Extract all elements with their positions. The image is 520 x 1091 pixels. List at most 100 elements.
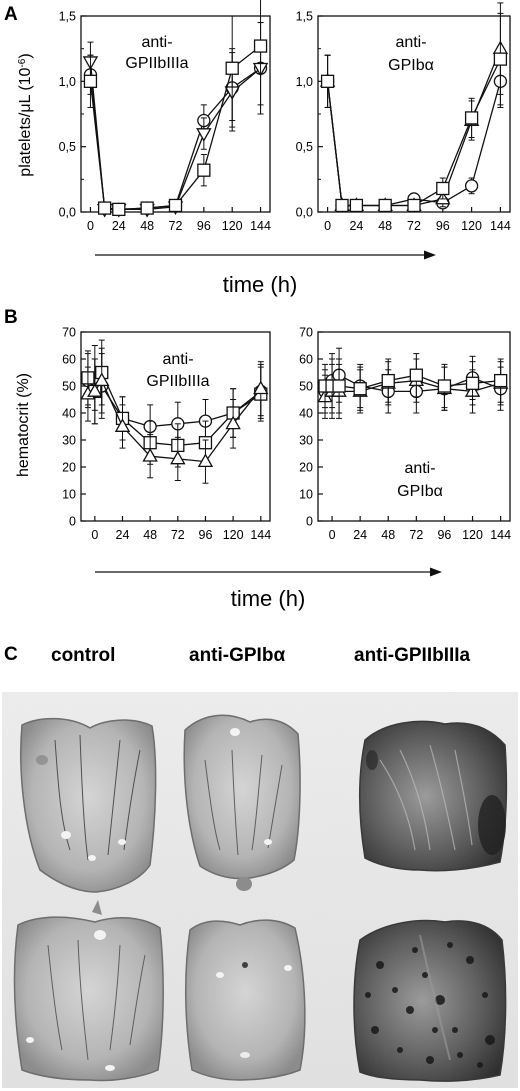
x-tick-label: 72 — [171, 528, 185, 542]
y-axis-label-hematocrit: hematocrit (%) — [15, 373, 32, 477]
y-tick-label: 0,5 — [59, 140, 76, 154]
series-triangle-down — [82, 22, 269, 218]
panel-label-c: C — [4, 644, 18, 665]
x-tick-label: 144 — [250, 219, 271, 233]
data-point — [197, 163, 211, 177]
data-point — [493, 373, 508, 388]
chart-a-anti-gpiba: 0,0 0,5 1,0 1,5 0 24 48 72 96 120 144 anti- GPIbα — [296, 2, 511, 233]
chart-annotation: GPIbα — [388, 57, 434, 74]
series-circle — [83, 22, 268, 217]
data-point — [409, 368, 423, 382]
x-tick-label: 120 — [223, 528, 244, 542]
data-point — [464, 179, 479, 193]
chart-annotation: anti- — [162, 351, 193, 368]
chart-annotation: anti- — [395, 34, 426, 51]
x-tick-label: 0 — [87, 219, 94, 233]
x-tick-label: 24 — [349, 219, 363, 233]
y-tick-label: 1,0 — [296, 75, 313, 89]
data-point — [170, 450, 186, 465]
photo-label-anti-gpiba: anti-GPIbα — [189, 645, 285, 666]
data-point — [94, 372, 110, 387]
panel-label-a: A — [4, 4, 18, 25]
y-tick-label: 1,0 — [59, 75, 76, 89]
y-tick-label: 20 — [62, 461, 76, 475]
series-square — [318, 353, 508, 414]
data-point — [335, 198, 349, 213]
x-tick-label: 144 — [490, 219, 511, 233]
data-point — [407, 198, 421, 213]
data-point — [437, 379, 452, 393]
x-tick-label: 96 — [199, 528, 213, 542]
x-tick-label: 72 — [409, 528, 423, 542]
time-arrow-a — [95, 250, 436, 260]
y-tick-label: 0 — [69, 515, 76, 529]
data-point — [464, 111, 479, 125]
time-arrow-b — [95, 567, 442, 577]
plot-frame — [317, 331, 511, 522]
plot-frame — [80, 331, 271, 522]
photo-label-control: control — [51, 645, 115, 666]
chart-annotation: GPIbα — [397, 483, 443, 500]
data-point — [225, 61, 239, 75]
x-tick-label: 96 — [436, 219, 450, 233]
y-tick-label: 50 — [62, 380, 76, 394]
x-tick-label: 48 — [143, 528, 157, 542]
photo-label-anti-gpiibiiia: anti-GPIIbIIIa — [354, 645, 471, 666]
y-tick-label: 0,5 — [296, 140, 313, 154]
y-tick-label: 1,5 — [59, 10, 76, 24]
x-tick-label: 144 — [490, 528, 511, 542]
y-tick-label: 20 — [299, 461, 313, 475]
x-tick-label: 144 — [250, 528, 271, 542]
chart-b-anti-gpiba: 0 10 20 30 40 50 60 70 0 24 48 72 96 120 144 anti- GPIbα — [299, 326, 511, 543]
data-point — [140, 201, 154, 215]
series-circle — [320, 54, 508, 213]
x-tick-label: 96 — [437, 528, 451, 542]
y-tick-label: 1,5 — [296, 10, 313, 24]
data-point — [225, 415, 241, 430]
data-point — [320, 74, 335, 88]
data-point — [196, 128, 212, 142]
x-tick-label: 72 — [169, 219, 183, 233]
series-triangle-up — [80, 347, 269, 484]
y-tick-label: 60 — [299, 353, 313, 367]
data-point — [253, 380, 269, 395]
x-tick-label: 24 — [353, 528, 367, 542]
data-point — [97, 201, 112, 215]
plot-frame — [80, 15, 271, 213]
y-tick-label: 50 — [299, 380, 313, 394]
panel-label-b: B — [4, 307, 18, 328]
series-square — [320, 12, 508, 213]
skin-photo-montage — [2, 692, 518, 1088]
y-tick-label: 0 — [306, 515, 313, 529]
chart-annotation: anti- — [404, 460, 435, 477]
y-tick-label: 30 — [299, 434, 313, 448]
data-point — [332, 379, 346, 393]
time-axis-label-b: time (h) — [231, 586, 306, 611]
x-tick-label: 120 — [222, 219, 243, 233]
data-point — [114, 418, 131, 432]
data-point — [142, 447, 158, 462]
x-tick-label: 0 — [91, 528, 98, 542]
y-tick-label: 10 — [299, 488, 313, 502]
y-axis-label-platelets: platelets/μL (10-6) — [17, 53, 35, 176]
x-tick-label: 48 — [381, 528, 395, 542]
data-point — [83, 74, 98, 88]
data-point — [87, 383, 103, 397]
x-tick-label: 120 — [462, 528, 483, 542]
y-tick-label: 30 — [62, 434, 76, 448]
y-tick-label: 60 — [62, 353, 76, 367]
chart-annotation: anti- — [141, 34, 172, 51]
chart-annotation: GPIIbIIIa — [146, 373, 209, 390]
data-point — [168, 198, 183, 213]
chart-a-anti-gpiibiiia: 0,0 0,5 1,0 1,5 0 24 48 72 96 120 144 anti- GPIIbIII… — [59, 0, 271, 233]
x-tick-label: 72 — [407, 219, 421, 233]
data-point — [378, 198, 392, 213]
y-tick-label: 40 — [299, 407, 313, 421]
data-point — [381, 373, 395, 388]
x-tick-label: 24 — [112, 219, 126, 233]
chart-b-anti-gpiibiiia: 0 10 20 30 40 50 60 70 0 24 48 72 96 120 144 anti- GPIIb… — [62, 326, 271, 543]
chart-annotation: GPIIbIIIa — [125, 55, 188, 72]
data-point — [197, 453, 214, 468]
x-tick-label: 0 — [324, 219, 331, 233]
y-tick-label: 0,0 — [59, 206, 76, 220]
